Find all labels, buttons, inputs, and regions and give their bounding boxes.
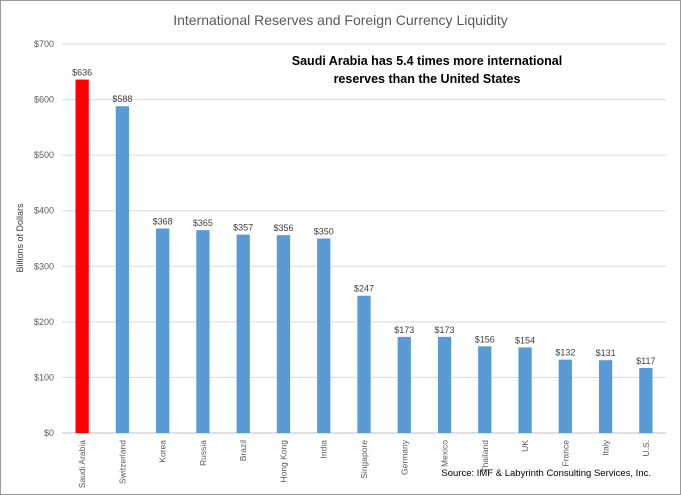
bar bbox=[639, 367, 653, 433]
bar bbox=[558, 359, 572, 433]
y-axis-ticks: $0 $100 $200 $300 $400 $500 $600 $700 bbox=[34, 39, 54, 438]
y-axis-label: Billions of Dollars bbox=[15, 203, 25, 273]
value-labels: $636 $588 $368 $365 $357 $356 $350 $247 $173 $173… bbox=[72, 68, 655, 366]
bar bbox=[115, 106, 130, 434]
y-tick-label: $700 bbox=[34, 39, 54, 49]
annotation-line-1: Saudi Arabia has 5.4 times more internat… bbox=[291, 54, 563, 68]
data-label: $131 bbox=[596, 348, 616, 358]
y-tick-label: $400 bbox=[34, 206, 54, 216]
data-label: $173 bbox=[394, 325, 414, 335]
data-label: $365 bbox=[193, 218, 213, 228]
x-axis-labels: Saudi Arabia Switzerland Korea Russia Brazil… bbox=[77, 439, 651, 488]
data-label: $247 bbox=[354, 284, 374, 294]
bar bbox=[276, 235, 291, 433]
bar bbox=[236, 234, 250, 433]
x-tick-label: Singapore bbox=[359, 440, 369, 479]
data-label: $154 bbox=[515, 335, 535, 345]
data-label: $350 bbox=[314, 227, 334, 237]
bar bbox=[518, 347, 532, 433]
y-tick-label: $0 bbox=[44, 428, 54, 438]
data-label: $173 bbox=[435, 325, 455, 335]
bar bbox=[75, 79, 89, 434]
x-tick-label: Saudi Arabia bbox=[77, 440, 87, 488]
data-label: $588 bbox=[112, 94, 132, 104]
x-tick-label: Thailand bbox=[480, 440, 490, 473]
source-note: Source: IMF & Labyrinth Consulting Servi… bbox=[441, 468, 651, 479]
bar bbox=[397, 336, 411, 433]
y-tick-label: $200 bbox=[34, 317, 54, 327]
x-tick-label: Brazil bbox=[238, 440, 248, 461]
bar bbox=[437, 336, 452, 433]
y-tick-label: $100 bbox=[34, 372, 54, 382]
data-label: $117 bbox=[636, 356, 655, 366]
x-tick-label: Switzerland bbox=[117, 440, 127, 484]
bar bbox=[478, 346, 492, 433]
x-tick-label: Germany bbox=[399, 439, 409, 475]
x-tick-label: UK bbox=[520, 440, 530, 452]
bar bbox=[598, 360, 613, 433]
bars bbox=[75, 79, 653, 434]
data-label: $368 bbox=[153, 216, 173, 226]
x-tick-label: U.S. bbox=[641, 440, 651, 457]
x-tick-label: Mexico bbox=[440, 440, 450, 467]
annotation-line-2: reserves than the United States bbox=[333, 72, 521, 86]
x-tick-label: India bbox=[319, 440, 329, 459]
x-tick-label: France bbox=[560, 440, 570, 467]
data-label: $357 bbox=[233, 223, 253, 233]
x-tick-label: Russia bbox=[198, 440, 208, 466]
y-tick-label: $300 bbox=[34, 261, 54, 271]
data-label: $636 bbox=[72, 68, 92, 78]
y-tick-label: $500 bbox=[34, 150, 54, 160]
bar bbox=[357, 295, 371, 433]
bar bbox=[317, 238, 331, 433]
chart-title: International Reserves and Foreign Curre… bbox=[173, 12, 508, 28]
x-tick-label: Hong Kong bbox=[278, 440, 288, 483]
data-label: $156 bbox=[475, 334, 495, 344]
chart-annotation: Saudi Arabia has 5.4 times more internat… bbox=[262, 52, 592, 88]
y-tick-label: $600 bbox=[34, 95, 54, 105]
x-tick-label: Italy bbox=[601, 439, 611, 455]
x-tick-label: Korea bbox=[158, 440, 168, 463]
data-label: $132 bbox=[555, 348, 575, 358]
bar bbox=[196, 230, 210, 433]
bar bbox=[156, 228, 170, 433]
data-label: $356 bbox=[273, 223, 293, 233]
